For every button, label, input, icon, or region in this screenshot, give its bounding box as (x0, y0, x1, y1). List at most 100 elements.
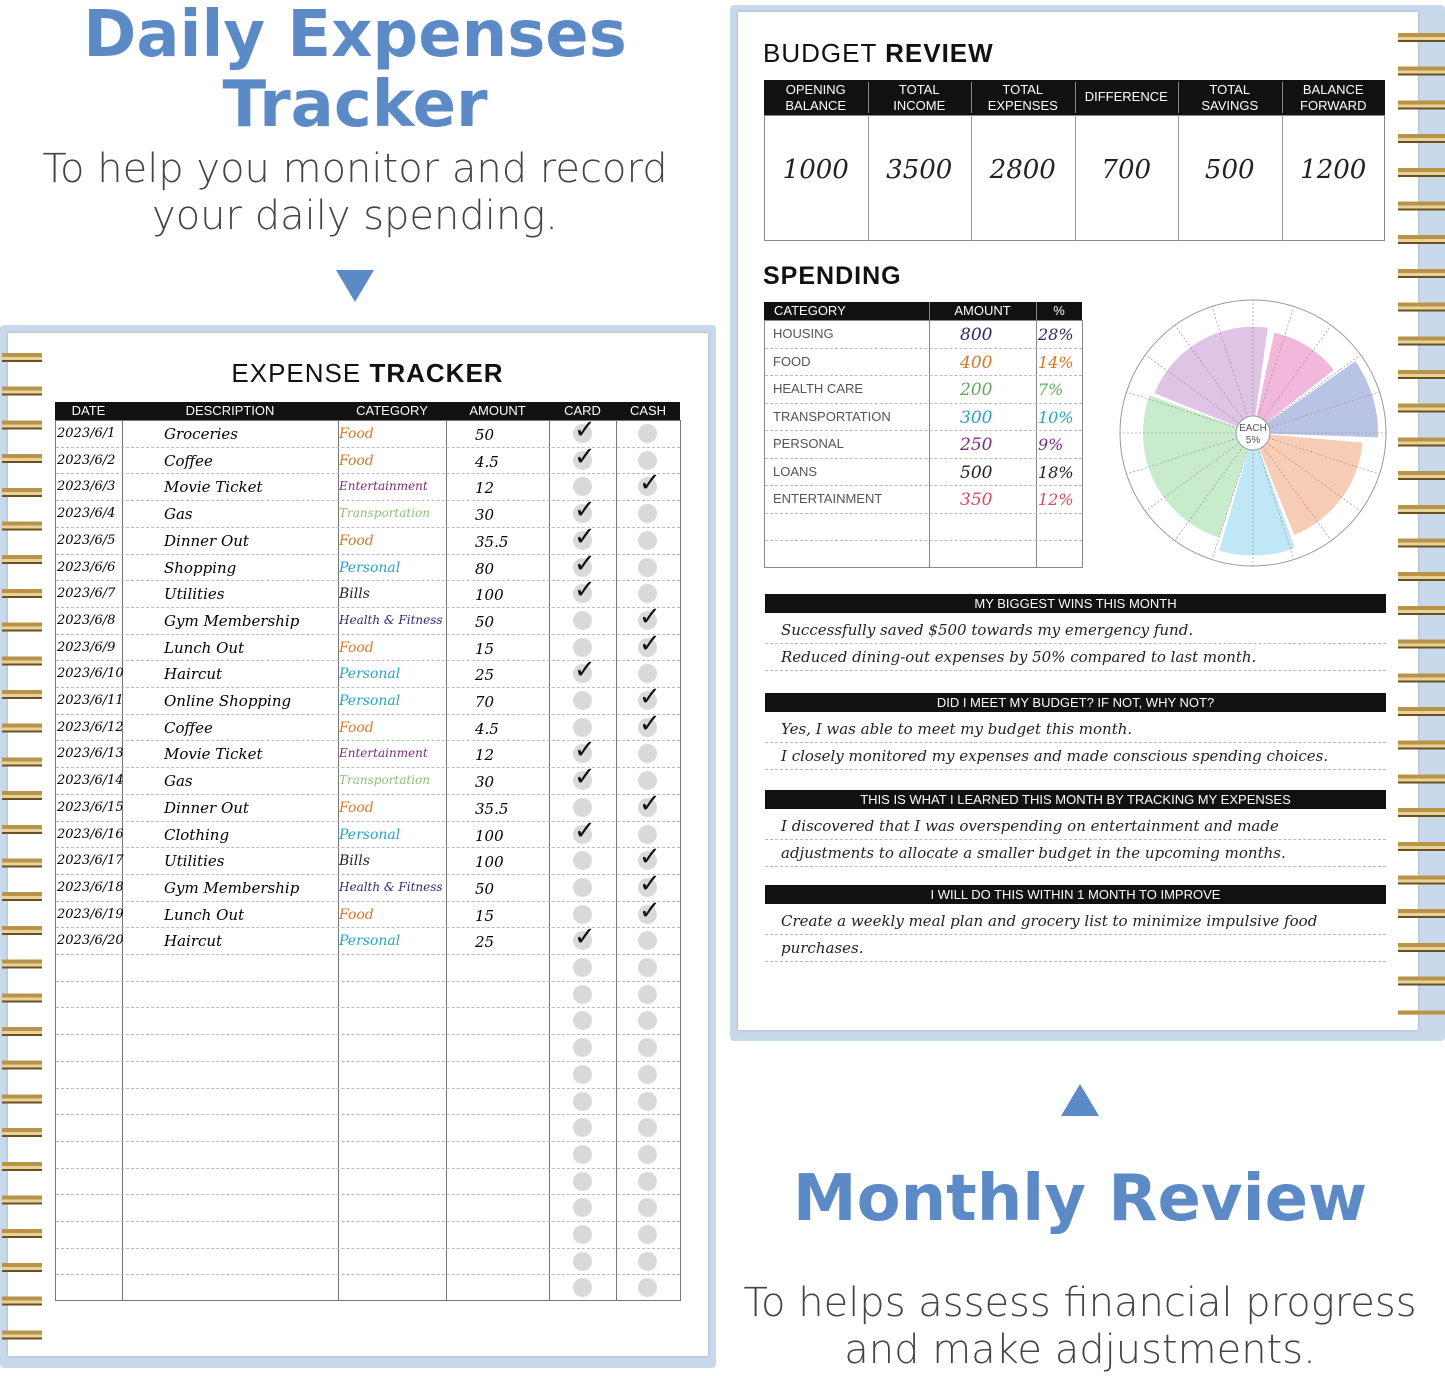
cash-checkbox[interactable] (638, 771, 657, 791)
cash-checkbox[interactable] (638, 1144, 657, 1164)
card-checkbox[interactable] (573, 1225, 592, 1244)
card-checkbox[interactable] (573, 557, 592, 577)
row-date: 2023/6/9 (57, 639, 116, 655)
card-checkbox[interactable] (573, 504, 592, 524)
cash-checkbox[interactable] (638, 958, 657, 977)
cash-checkbox[interactable] (638, 691, 657, 710)
row-description: Dinner Out (164, 798, 249, 817)
card-checkbox[interactable] (573, 691, 592, 710)
cash-checkbox[interactable] (638, 1038, 657, 1058)
card-checkbox[interactable] (573, 1091, 592, 1111)
cash-checkbox[interactable] (638, 637, 657, 657)
cash-checkbox[interactable] (638, 877, 657, 897)
cash-checkbox[interactable] (638, 851, 657, 871)
reflection-line[interactable]: Successfully saved $500 towards my emerg… (781, 621, 1194, 639)
card-checkbox[interactable] (573, 530, 592, 550)
cash-checkbox[interactable] (638, 797, 657, 817)
row-category: Food (339, 719, 374, 736)
card-checkbox[interactable] (573, 424, 592, 443)
row-description: Haircut (164, 932, 223, 951)
cash-checkbox[interactable] (638, 1198, 657, 1218)
card-checkbox[interactable] (573, 824, 592, 844)
cash-checkbox[interactable] (638, 1278, 657, 1298)
row-divider (56, 1194, 680, 1196)
cash-checkbox[interactable] (638, 824, 657, 844)
reflection-line[interactable]: Create a weekly meal plan and grocery li… (781, 912, 1318, 930)
card-checkbox[interactable] (573, 1011, 592, 1031)
cash-checkbox[interactable] (638, 931, 657, 951)
card-checkbox[interactable] (573, 851, 592, 871)
card-checkbox[interactable] (573, 958, 592, 977)
spending-column-header: CATEGORY (774, 303, 846, 318)
card-checkbox[interactable] (573, 1198, 592, 1218)
cash-checkbox[interactable] (638, 557, 657, 577)
cash-checkbox[interactable] (638, 477, 657, 497)
card-checkbox[interactable] (573, 904, 592, 924)
pie-slice-5 (1154, 326, 1268, 433)
cash-checkbox[interactable] (638, 1225, 657, 1244)
card-checkbox[interactable] (573, 1144, 592, 1164)
card-checkbox[interactable] (573, 1171, 592, 1191)
spending-column-header: AMOUNT (954, 303, 1011, 318)
row-divider (56, 687, 680, 688)
card-checkbox[interactable] (573, 610, 592, 630)
cash-checkbox[interactable] (638, 584, 657, 604)
row-divider (56, 1007, 680, 1009)
budget-value: 1000 (782, 155, 849, 185)
cash-checkbox[interactable] (638, 904, 657, 924)
reflection-line[interactable]: Yes, I was able to meet my budget this m… (781, 720, 1133, 738)
cash-checkbox[interactable] (638, 504, 657, 524)
card-checkbox[interactable] (573, 1038, 592, 1058)
cash-checkbox[interactable] (638, 424, 657, 443)
cash-checkbox[interactable] (638, 1118, 657, 1138)
cash-checkbox[interactable] (638, 744, 657, 764)
column-divider (549, 420, 550, 1302)
cash-checkbox[interactable] (638, 1251, 657, 1271)
header-line1: BALANCE (1302, 82, 1364, 97)
row-category: Bills (339, 853, 370, 870)
cash-checkbox[interactable] (638, 450, 657, 470)
budget-column-header: TOTAL INCOME (868, 82, 972, 114)
cash-checkbox[interactable] (638, 610, 657, 630)
card-checkbox[interactable] (573, 771, 592, 791)
reflection-line[interactable]: adjustments to allocate a smaller budget… (781, 844, 1286, 862)
card-checkbox[interactable] (573, 1064, 592, 1084)
reflection-line[interactable]: purchases. (781, 939, 864, 957)
card-checkbox[interactable] (573, 664, 592, 684)
card-checkbox[interactable] (573, 584, 592, 604)
cash-checkbox[interactable] (638, 1064, 657, 1084)
row-divider (765, 485, 1082, 486)
spiral-binding-left (2, 345, 42, 1340)
card-checkbox[interactable] (573, 450, 592, 470)
row-date: 2023/6/19 (57, 906, 124, 922)
reflection-line[interactable]: Reduced dining-out expenses by 50% compa… (781, 648, 1257, 666)
card-checkbox[interactable] (573, 1251, 592, 1271)
card-checkbox[interactable] (573, 637, 592, 657)
cash-checkbox[interactable] (638, 1011, 657, 1031)
spending-percent: 7% (1038, 380, 1064, 399)
pie-slice-4 (1143, 395, 1253, 538)
cash-checkbox[interactable] (638, 1091, 657, 1111)
cash-checkbox[interactable] (638, 664, 657, 684)
card-checkbox[interactable] (573, 717, 592, 737)
card-checkbox[interactable] (573, 797, 592, 817)
card-checkbox[interactable] (573, 931, 592, 951)
reflection-line[interactable]: I discovered that I was overspending on … (781, 817, 1279, 835)
pie-slice-1 (1253, 361, 1378, 438)
card-checkbox[interactable] (573, 1118, 592, 1138)
cash-checkbox[interactable] (638, 717, 657, 737)
cash-checkbox[interactable] (638, 1171, 657, 1191)
card-checkbox[interactable] (573, 1278, 592, 1298)
pie-center-label-line1: EACH (1239, 423, 1267, 434)
arrow-up-icon (1061, 1084, 1099, 1116)
card-checkbox[interactable] (573, 984, 592, 1004)
cash-checkbox[interactable] (638, 984, 657, 1004)
card-checkbox[interactable] (573, 477, 592, 497)
reflection-line[interactable]: I closely monitored my expenses and made… (781, 747, 1329, 765)
cash-checkbox[interactable] (638, 530, 657, 550)
card-checkbox[interactable] (573, 744, 592, 764)
row-amount: 35.5 (475, 799, 509, 818)
header-line2: BALANCE (785, 98, 847, 113)
card-checkbox[interactable] (573, 877, 592, 897)
